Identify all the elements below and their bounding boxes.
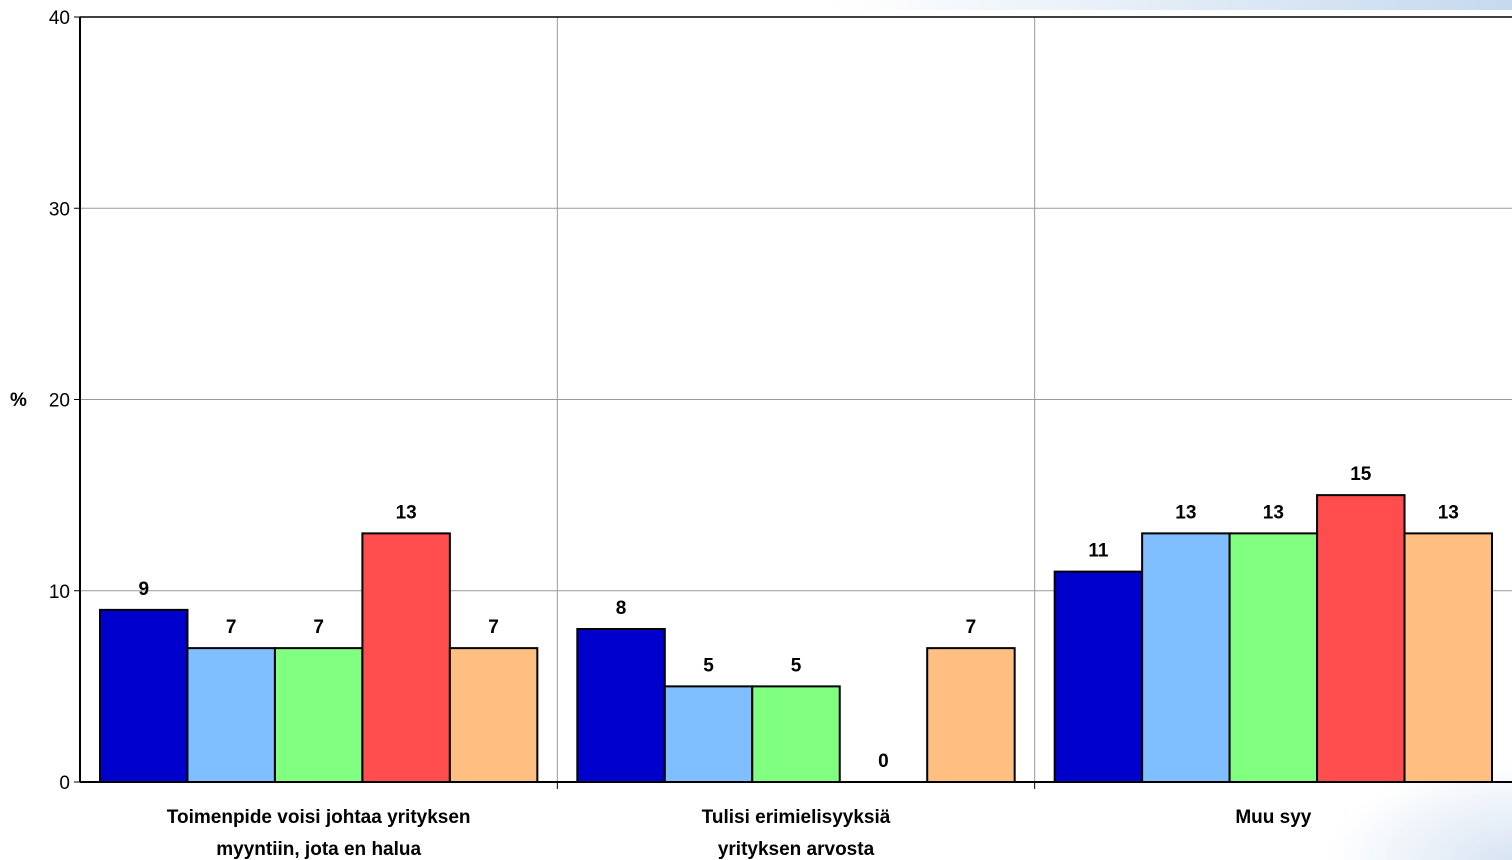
value-label-cat0-series3: 13 xyxy=(396,502,417,523)
y-tick-label-3: 30 xyxy=(49,199,70,220)
category-label-0-line1: myyntiin, jota en halua xyxy=(216,839,421,860)
bar-cat0-series0 xyxy=(99,608,189,783)
value-label-cat2-series4: 13 xyxy=(1438,502,1459,523)
bar-cat1-series2 xyxy=(751,685,841,783)
bar-cat0-series4 xyxy=(448,647,539,783)
value-label-cat0-series2: 7 xyxy=(313,617,324,638)
y-axis-ticks: 0 10 20 30 40 xyxy=(49,8,80,794)
category-labels: Toimenpide voisi johtaa yrityksen myyntii… xyxy=(167,807,1312,860)
y-tick-label-2: 20 xyxy=(49,391,70,412)
value-label-cat0-series4: 7 xyxy=(488,617,499,638)
y-tick-label-1: 10 xyxy=(49,582,70,603)
value-label-cat2-series1: 13 xyxy=(1175,502,1196,523)
bar-cat1-series1 xyxy=(663,685,754,783)
y-tick-label-4: 40 xyxy=(49,8,70,29)
value-labels: 9 7 7 13 7 8 5 5 0 7 11 13 13 15 13 xyxy=(138,464,1458,772)
value-label-cat2-series2: 13 xyxy=(1263,502,1284,523)
bar-cat0-series3 xyxy=(361,532,451,783)
bar-cat2-series2 xyxy=(1228,532,1319,783)
category-label-2-line0: Muu syy xyxy=(1235,807,1311,828)
bar-cat1-series0 xyxy=(576,628,666,783)
y-tick-label-0: 0 xyxy=(59,773,70,794)
y-axis-label: % xyxy=(10,390,27,411)
bar-cat0-series1 xyxy=(186,647,276,783)
value-label-cat2-series0: 11 xyxy=(1088,541,1109,562)
category-label-1-line1: yrityksen arvosta xyxy=(718,839,875,860)
bar-cat2-series0 xyxy=(1053,570,1144,783)
value-label-cat0-series0: 9 xyxy=(138,579,149,600)
value-label-cat1-series4: 7 xyxy=(966,617,977,638)
bars xyxy=(99,494,1493,783)
category-label-1-line0: Tulisi erimielisyyksiä xyxy=(702,807,891,828)
bar-cat2-series4 xyxy=(1403,532,1493,783)
value-label-cat2-series3: 15 xyxy=(1350,464,1372,485)
bar-cat1-series4 xyxy=(926,647,1016,783)
value-label-cat1-series2: 5 xyxy=(791,655,802,676)
bar-cat2-series3 xyxy=(1316,494,1406,783)
value-label-cat1-series3: 0 xyxy=(878,751,889,772)
category-label-0-line0: Toimenpide voisi johtaa yrityksen xyxy=(167,807,471,828)
value-label-cat1-series1: 5 xyxy=(703,655,714,676)
bar-cat2-series1 xyxy=(1141,532,1231,783)
bar-cat0-series2 xyxy=(273,647,364,783)
value-label-cat0-series1: 7 xyxy=(226,617,237,638)
value-label-cat1-series0: 8 xyxy=(616,598,627,619)
